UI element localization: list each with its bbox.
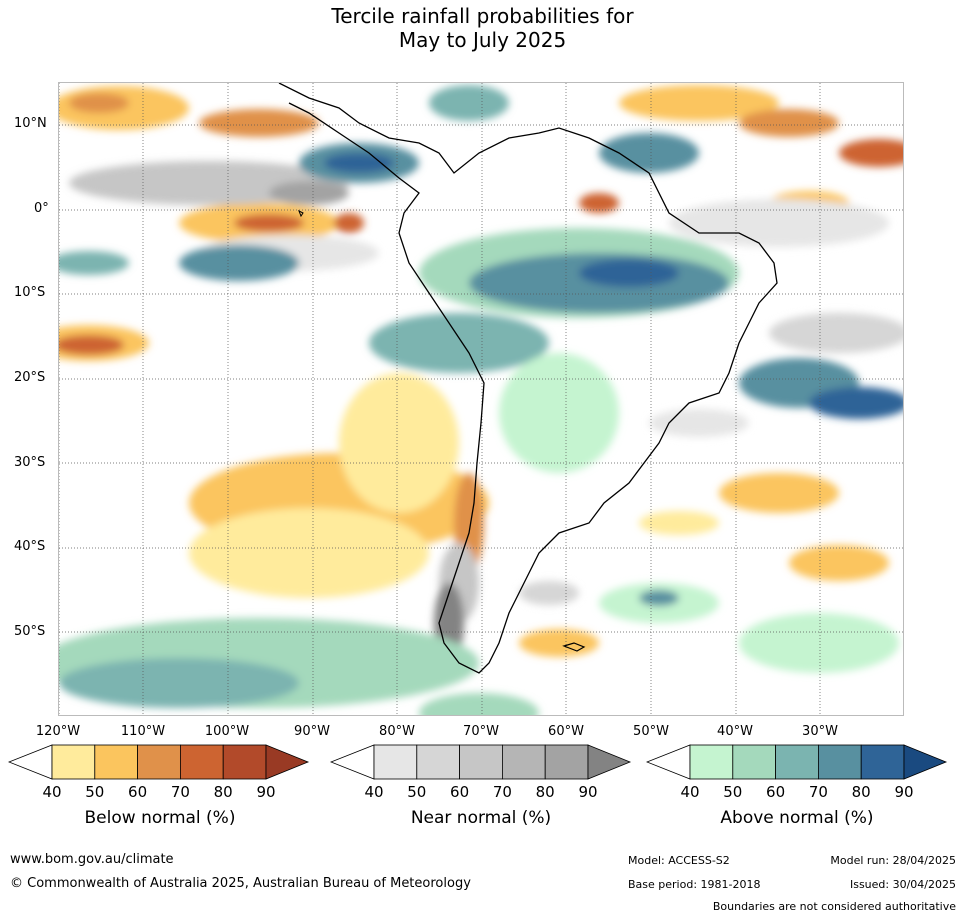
lon-label-50w: 50°W (633, 724, 669, 739)
near-swatch-40 (373, 744, 418, 780)
below-normal-title: Below normal (%) (84, 808, 236, 828)
lon-label-40w: 40°W (717, 724, 753, 739)
near-tick-40: 40 (364, 783, 384, 801)
lat-label-30s: 30°S (14, 455, 46, 470)
below-swatch-50 (94, 744, 139, 780)
above-normal-title: Above normal (%) (720, 808, 874, 828)
near-tick-60: 60 (450, 783, 470, 801)
map-title: Tercile rainfall probabilities for May t… (0, 4, 965, 52)
near-swatch-80 (544, 744, 589, 780)
near-normal-extend (587, 744, 632, 780)
graticule (59, 83, 903, 715)
below-swatch-40 (51, 744, 96, 780)
above-tick-50: 50 (723, 783, 743, 801)
galapagos-islands (298, 209, 304, 218)
lon-label-70w: 70°W (463, 724, 499, 739)
lon-label-100w: 100°W (204, 724, 250, 739)
below-normal-swatches (51, 744, 267, 780)
south-america-coastline (278, 83, 778, 674)
above-normal-extend (903, 744, 948, 780)
lon-label-60w: 60°W (548, 724, 584, 739)
lon-label-80w: 80°W (379, 724, 415, 739)
below-normal-colorbar (8, 744, 310, 780)
near-normal-colorbar (330, 744, 632, 780)
below-tick-90: 90 (256, 783, 276, 801)
base-period: Base period: 1981-2018 (628, 878, 761, 891)
lat-label-20s: 20°S (14, 370, 46, 385)
above-normal-swatches (689, 744, 905, 780)
near-normal-title: Near normal (%) (410, 808, 552, 828)
near-tick-50: 50 (407, 783, 427, 801)
above-tick-80: 80 (851, 783, 871, 801)
above-tick-90: 90 (894, 783, 914, 801)
lat-label-10n: 10°N (14, 116, 47, 131)
below-tick-60: 60 (128, 783, 148, 801)
lat-label-0: 0° (34, 201, 49, 216)
above-swatch-80 (860, 744, 905, 780)
below-tick-50: 50 (85, 783, 105, 801)
above-tick-60: 60 (766, 783, 786, 801)
near-tick-80: 80 (535, 783, 555, 801)
title-line-2: May to July 2025 (398, 28, 567, 52)
falkland-islands (562, 642, 586, 652)
title-line-1: Tercile rainfall probabilities for (331, 4, 634, 28)
lon-label-30w: 30°W (802, 724, 838, 739)
near-tick-90: 90 (578, 783, 598, 801)
above-tick-40: 40 (680, 783, 700, 801)
probability-fields (59, 85, 903, 715)
above-swatch-70 (817, 744, 862, 780)
above-swatch-40 (689, 744, 734, 780)
near-swatch-50 (416, 744, 461, 780)
boundary-disclaimer: Boundaries are not considered authoritat… (712, 900, 956, 913)
lon-label-110w: 110°W (120, 724, 166, 739)
copyright: © Commonwealth of Australia 2025, Austra… (10, 876, 471, 891)
below-tick-80: 80 (213, 783, 233, 801)
above-swatch-60 (775, 744, 819, 780)
bom-url: www.bom.gov.au/climate (10, 852, 174, 867)
map-canvas (59, 83, 903, 715)
above-tick-70: 70 (808, 783, 828, 801)
model-run: Model run: 28/04/2025 (830, 854, 956, 867)
lon-label-120w: 120°W (35, 724, 81, 739)
near-tick-70: 70 (492, 783, 512, 801)
below-swatch-60 (137, 744, 181, 780)
below-swatch-70 (179, 744, 224, 780)
lon-label-90w: 90°W (294, 724, 330, 739)
lat-label-10s: 10°S (14, 285, 46, 300)
above-normal-colorbar (646, 744, 948, 780)
below-normal-extend (265, 744, 310, 780)
near-normal-swatches (373, 744, 589, 780)
below-tick-40: 40 (42, 783, 62, 801)
lat-label-40s: 40°S (14, 539, 46, 554)
model-name: Model: ACCESS-S2 (628, 854, 730, 867)
below-tick-70: 70 (170, 783, 190, 801)
below-swatch-80 (222, 744, 267, 780)
near-swatch-70 (501, 744, 546, 780)
above-swatch-50 (732, 744, 777, 780)
issued-date: Issued: 30/04/2025 (849, 878, 956, 891)
near-swatch-60 (459, 744, 503, 780)
rainfall-probability-map (58, 82, 904, 716)
lat-label-50s: 50°S (14, 624, 46, 639)
